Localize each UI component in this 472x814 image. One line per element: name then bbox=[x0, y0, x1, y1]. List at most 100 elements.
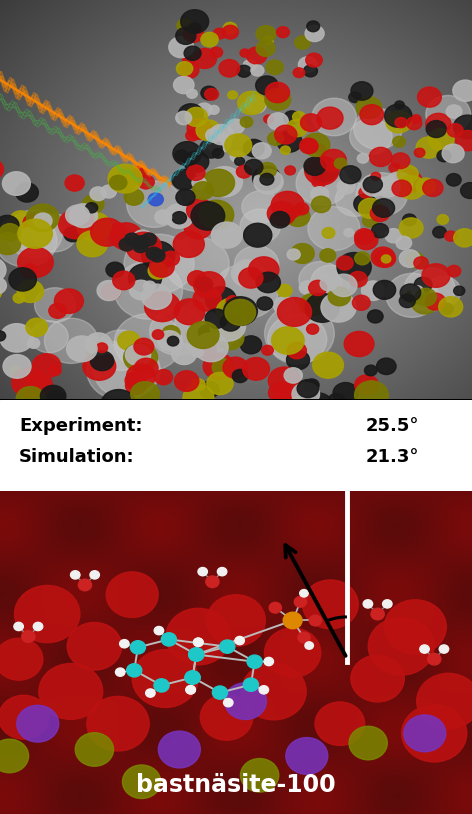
Circle shape bbox=[312, 175, 326, 187]
Text: 21.3°: 21.3° bbox=[366, 448, 419, 466]
Circle shape bbox=[185, 107, 208, 126]
Circle shape bbox=[59, 210, 93, 239]
Circle shape bbox=[67, 336, 97, 361]
Circle shape bbox=[228, 91, 237, 99]
Circle shape bbox=[356, 173, 407, 217]
Circle shape bbox=[185, 671, 200, 684]
Circle shape bbox=[328, 287, 351, 306]
Circle shape bbox=[395, 101, 405, 109]
Circle shape bbox=[246, 47, 267, 64]
Circle shape bbox=[414, 148, 425, 157]
Circle shape bbox=[256, 272, 280, 293]
Circle shape bbox=[368, 617, 434, 675]
Circle shape bbox=[257, 297, 273, 310]
Circle shape bbox=[126, 364, 156, 388]
Circle shape bbox=[241, 663, 306, 720]
Circle shape bbox=[26, 318, 48, 336]
Circle shape bbox=[264, 115, 274, 123]
Circle shape bbox=[414, 256, 429, 269]
Circle shape bbox=[75, 733, 114, 766]
Circle shape bbox=[261, 345, 273, 355]
Circle shape bbox=[304, 393, 332, 417]
Circle shape bbox=[337, 256, 353, 270]
Text: bastnäsite-100: bastnäsite-100 bbox=[136, 773, 336, 798]
Circle shape bbox=[216, 326, 244, 350]
Circle shape bbox=[368, 310, 383, 323]
Circle shape bbox=[212, 686, 228, 699]
Circle shape bbox=[178, 104, 203, 125]
Circle shape bbox=[399, 250, 420, 267]
Circle shape bbox=[17, 247, 53, 278]
Circle shape bbox=[240, 759, 279, 792]
Circle shape bbox=[415, 288, 436, 306]
Circle shape bbox=[126, 344, 151, 365]
Circle shape bbox=[101, 284, 120, 300]
Circle shape bbox=[174, 299, 205, 325]
Circle shape bbox=[371, 247, 395, 267]
Circle shape bbox=[30, 321, 68, 352]
Circle shape bbox=[186, 90, 197, 98]
Circle shape bbox=[304, 379, 319, 392]
Circle shape bbox=[186, 685, 195, 694]
Circle shape bbox=[133, 230, 152, 247]
Circle shape bbox=[393, 136, 405, 147]
Circle shape bbox=[210, 311, 245, 341]
Circle shape bbox=[301, 114, 321, 132]
Circle shape bbox=[126, 377, 146, 395]
Circle shape bbox=[110, 175, 127, 190]
Circle shape bbox=[437, 150, 451, 162]
Circle shape bbox=[283, 612, 302, 628]
Circle shape bbox=[142, 284, 171, 309]
Circle shape bbox=[187, 119, 212, 139]
Circle shape bbox=[303, 580, 358, 628]
Circle shape bbox=[377, 358, 396, 374]
Circle shape bbox=[114, 261, 183, 319]
Circle shape bbox=[411, 115, 421, 124]
Circle shape bbox=[433, 226, 447, 238]
Circle shape bbox=[256, 25, 276, 42]
Circle shape bbox=[134, 339, 154, 355]
Circle shape bbox=[192, 347, 203, 357]
Circle shape bbox=[159, 731, 200, 768]
Circle shape bbox=[44, 318, 98, 363]
Circle shape bbox=[162, 252, 179, 266]
Circle shape bbox=[293, 112, 305, 122]
Circle shape bbox=[330, 274, 357, 296]
Circle shape bbox=[191, 379, 205, 391]
Circle shape bbox=[286, 737, 328, 774]
Circle shape bbox=[82, 195, 104, 213]
Circle shape bbox=[416, 178, 435, 195]
Circle shape bbox=[189, 648, 204, 661]
Circle shape bbox=[77, 231, 108, 256]
Circle shape bbox=[284, 111, 300, 125]
Circle shape bbox=[244, 678, 259, 691]
Circle shape bbox=[278, 284, 292, 297]
Circle shape bbox=[122, 765, 161, 799]
Circle shape bbox=[119, 640, 129, 648]
Circle shape bbox=[245, 95, 266, 113]
Circle shape bbox=[243, 357, 270, 380]
Circle shape bbox=[357, 154, 369, 163]
Circle shape bbox=[133, 166, 147, 178]
Circle shape bbox=[166, 608, 230, 665]
Circle shape bbox=[173, 231, 204, 257]
Circle shape bbox=[333, 383, 358, 404]
Circle shape bbox=[397, 165, 418, 183]
Circle shape bbox=[87, 697, 149, 751]
Circle shape bbox=[113, 271, 135, 290]
Circle shape bbox=[181, 10, 209, 33]
Circle shape bbox=[85, 333, 111, 355]
Circle shape bbox=[155, 210, 172, 224]
Circle shape bbox=[271, 191, 304, 219]
Circle shape bbox=[135, 235, 150, 248]
Circle shape bbox=[294, 597, 306, 607]
Circle shape bbox=[254, 169, 283, 194]
Circle shape bbox=[198, 325, 217, 340]
Circle shape bbox=[187, 271, 207, 287]
Circle shape bbox=[3, 355, 31, 379]
Circle shape bbox=[406, 252, 424, 268]
Circle shape bbox=[265, 304, 334, 363]
Circle shape bbox=[247, 655, 262, 668]
Circle shape bbox=[198, 567, 207, 575]
Circle shape bbox=[0, 214, 57, 267]
